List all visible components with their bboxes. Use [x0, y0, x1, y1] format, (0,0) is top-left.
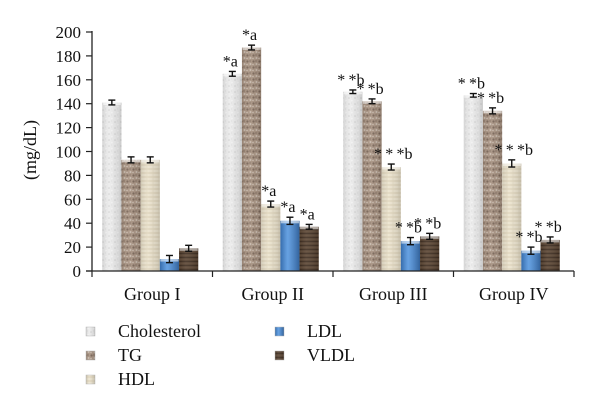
legend-swatch-shading [86, 327, 95, 336]
annotations-layer: *a*a*a*a *a* *b* *b* * *b* *b* *b* *b* *b… [223, 27, 562, 246]
bar-vldl-group-ii-shading [299, 226, 319, 271]
y-tick-label: 160 [56, 71, 82, 90]
legend-label-tg: TG [118, 345, 142, 365]
y-tick-label: 60 [64, 190, 81, 209]
legend-label-vldl: VLDL [307, 345, 355, 365]
significance-label: * * *b [495, 142, 533, 159]
significance-label: *a [280, 199, 295, 216]
significance-label: * *b [535, 219, 562, 236]
legend-item-tg: TG [85, 345, 142, 365]
bar-ldl-group-i-shading [159, 259, 180, 271]
significance-label: *a [242, 27, 257, 44]
y-tick-label: 100 [56, 143, 82, 162]
legend-item-vldl: VLDL [274, 345, 355, 365]
bar-hdl-group-iii-shading [381, 167, 401, 271]
legend-item-ldl: LDL [274, 321, 342, 341]
legend-item-hdl: HDL [85, 369, 155, 389]
significance-label: *a [300, 206, 315, 223]
y-tick-label: 120 [56, 119, 82, 138]
bar-hdl-group-i-shading [140, 159, 160, 271]
significance-label: * *b [356, 81, 383, 98]
legend-swatch-shading [275, 351, 284, 360]
y-axis-title: (mg/dL) [20, 120, 41, 180]
bar-vldl-group-iv-shading [540, 239, 560, 271]
y-tick-label: 140 [56, 95, 82, 114]
x-tick-label-group-iv: Group IV [479, 284, 549, 304]
bar-cholesterol-group-iii-shading [343, 91, 363, 271]
x-tick-label-group-i: Group I [124, 284, 181, 304]
bar-cholesterol-group-ii-shading [222, 73, 242, 271]
legend-swatch-shading [86, 375, 95, 384]
significance-label: * *b [395, 220, 422, 237]
x-tick-label-group-ii: Group II [242, 284, 304, 304]
significance-label: * *b [515, 229, 542, 246]
significance-label: * *b [414, 215, 441, 232]
legend-label-cholesterol: Cholesterol [118, 321, 201, 341]
y-tick-label: 200 [56, 23, 82, 42]
bar-vldl-group-i-shading [179, 248, 199, 271]
bar-ldl-group-iii-shading [400, 241, 421, 271]
significance-label: * *b [458, 76, 485, 93]
bar-tg-group-iii-shading [362, 101, 382, 271]
bar-ldl-group-iv-shading [521, 250, 541, 271]
bar-hdl-group-ii-shading [261, 204, 281, 271]
bar-tg-group-ii-shading [241, 47, 262, 271]
significance-label: * *b [477, 90, 504, 107]
x-tick-label-group-iii: Group III [359, 284, 427, 304]
y-tick-label: 40 [64, 214, 81, 233]
y-tick-label: 80 [64, 166, 81, 185]
axes-layer: 0 20 40 60 80 100 120 140 160 180 200 Group I Group … [56, 23, 575, 304]
significance-label: *a [223, 53, 238, 70]
bar-cholesterol-group-iv-shading [463, 95, 483, 272]
bar-tg-group-iv-shading [482, 110, 503, 272]
legend-swatch-shading [275, 327, 284, 336]
bar-ldl-group-ii-shading [280, 220, 300, 271]
legend-label-hdl: HDL [118, 369, 155, 389]
bar-tg-group-i-shading [121, 159, 141, 271]
y-tick-label: 20 [64, 238, 81, 257]
legend-item-cholesterol: Cholesterol [85, 321, 201, 341]
bar-hdl-group-iv-shading [502, 163, 522, 271]
legend-label-ldl: LDL [307, 321, 342, 341]
bars-layer [102, 44, 560, 272]
significance-label: * * *b [374, 146, 412, 163]
legend-swatch-shading [86, 351, 95, 360]
legend: Cholesterol TG HDL LDL VLDL [85, 321, 355, 389]
bar-cholesterol-group-i-shading [102, 102, 122, 271]
y-tick-label: 0 [73, 262, 82, 281]
y-tick-label: 180 [56, 47, 82, 66]
bar-vldl-group-iii-shading [420, 236, 440, 271]
significance-label: *a [261, 183, 276, 200]
significance-label: * *b [337, 72, 364, 89]
